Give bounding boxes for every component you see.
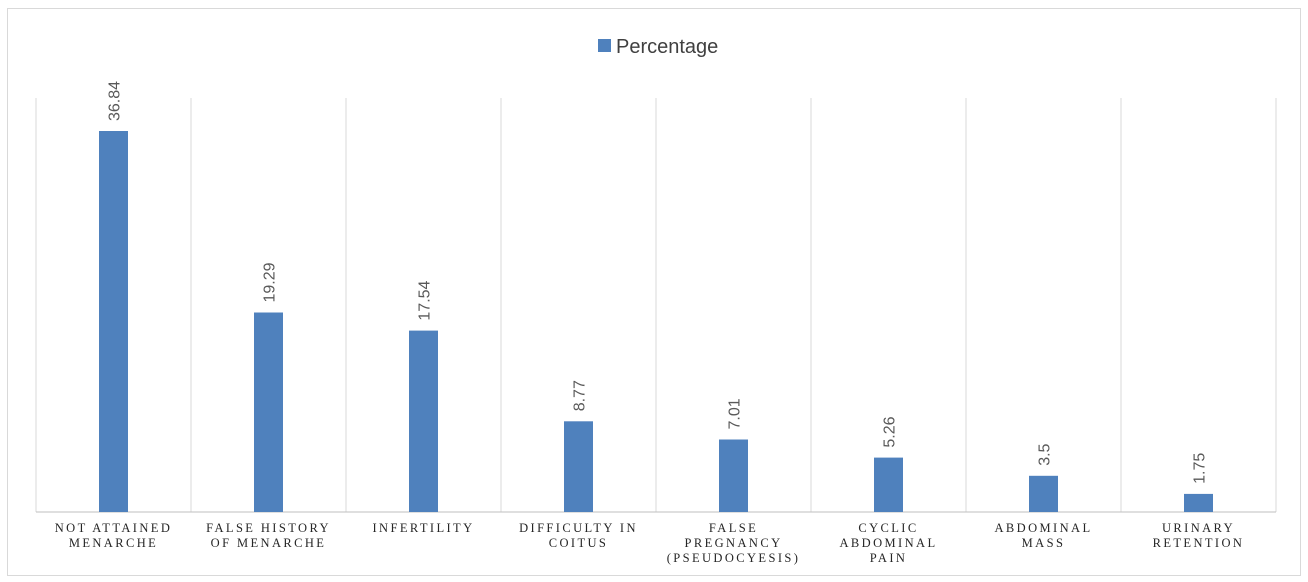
category-label: COITUS [549, 536, 609, 550]
category-label: MENARCHE [69, 536, 158, 550]
category-label: (PSEUDOCYESIS) [667, 551, 801, 565]
category-label: MASS [1022, 536, 1066, 550]
chart-frame [7, 8, 1301, 576]
data-label: 17.54 [417, 280, 434, 320]
data-label: 3.5 [1037, 443, 1054, 465]
category-label: ABDOMINAL [995, 521, 1093, 535]
legend-swatch [598, 39, 611, 52]
category-label: INFERTILITY [372, 521, 474, 535]
category-label: FALSE HISTORY [206, 521, 331, 535]
category-label: PAIN [870, 551, 908, 565]
bar [874, 457, 903, 512]
bar [719, 439, 748, 512]
data-label: 1.75 [1192, 453, 1209, 484]
legend: Percentage [598, 36, 718, 58]
data-label: 19.29 [262, 262, 279, 302]
bar [409, 330, 438, 512]
bar [1029, 475, 1058, 512]
category-label: URINARY [1162, 521, 1235, 535]
grid-layer [35, 98, 1277, 513]
bar [99, 131, 128, 512]
bar [564, 421, 593, 512]
category-label: NOT ATTAINED [55, 521, 173, 535]
category-label: OF MENARCHE [211, 536, 327, 550]
category-label: DIFFICULTY IN [519, 521, 638, 535]
category-label: PREGNANCY [685, 536, 783, 550]
bar [1184, 493, 1213, 512]
data-label: 36.84 [107, 81, 124, 121]
bar [254, 312, 283, 512]
category-label: ABDOMINAL [840, 536, 938, 550]
category-label: FALSE [709, 521, 758, 535]
value-labels-layer: 36.84 19.29 17.54 8.77 7.01 5.26 3.5 1.75 [107, 81, 1209, 484]
category-label: RETENTION [1153, 536, 1245, 550]
data-label: 8.77 [572, 380, 589, 411]
data-label: 5.26 [882, 416, 899, 447]
data-label: 7.01 [727, 398, 744, 429]
legend-label: Percentage [616, 36, 718, 58]
category-label: CYCLIC [858, 521, 918, 535]
bars-layer [99, 131, 1213, 512]
